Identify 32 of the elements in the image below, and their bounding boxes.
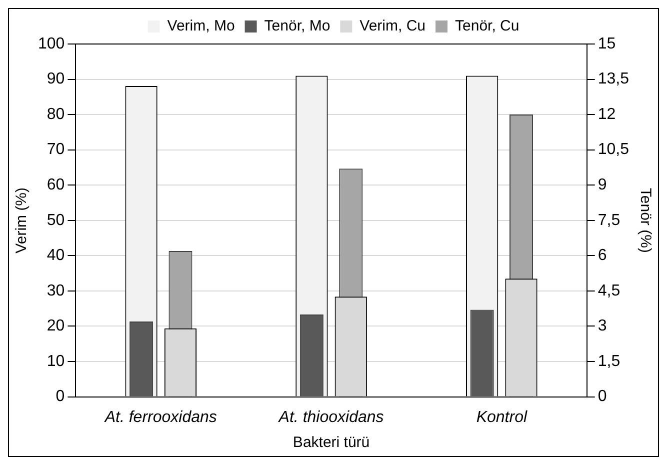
y2-tick-label: 13,5 [598,70,630,88]
y-tick-label: 50 [46,212,65,229]
y2-tick-label: 6 [598,247,607,264]
y-tick-label: 80 [46,106,65,123]
y2-tick-label: 0 [598,388,607,406]
y-tick-label: 100 [38,35,65,52]
x-axis-title: Bakteri türü [292,434,370,452]
legend-label: Verim, Cu [360,18,426,35]
y2-tick-label: 7,5 [598,212,620,229]
y-tick-label: 10 [46,352,65,370]
legend-label: Tenör, Mo [264,18,330,35]
y-tick-label: 30 [46,282,65,300]
y-tick-label: 70 [46,141,65,158]
x-tick-label: At. ferrooxidans [104,408,217,426]
y2-tick-label: 4,5 [598,282,620,300]
y-axis-title: Verim (%) [13,187,30,254]
legend-label: Verim, Mo [167,18,235,35]
y-tick-label: 60 [46,176,65,194]
y2-tick-label: 1,5 [598,352,620,370]
y-tick-label: 20 [46,318,65,335]
y-tick-label: 90 [46,70,65,88]
y2-tick-label: 3 [598,318,607,335]
y2-tick-label: 9 [598,176,607,194]
x-tick-label: Kontrol [476,408,528,426]
y2-tick-label: 15 [598,35,616,52]
y-tick-label: 40 [46,247,65,264]
y2-axis-title: Tenör (%) [636,188,654,253]
y-tick-label: 0 [56,388,65,406]
y2-tick-label: 12 [598,106,616,123]
x-tick-label: At. thiooxidans [278,408,384,426]
y2-tick-label: 10,5 [598,141,630,158]
legend-label: Tenör, Cu [455,18,520,35]
